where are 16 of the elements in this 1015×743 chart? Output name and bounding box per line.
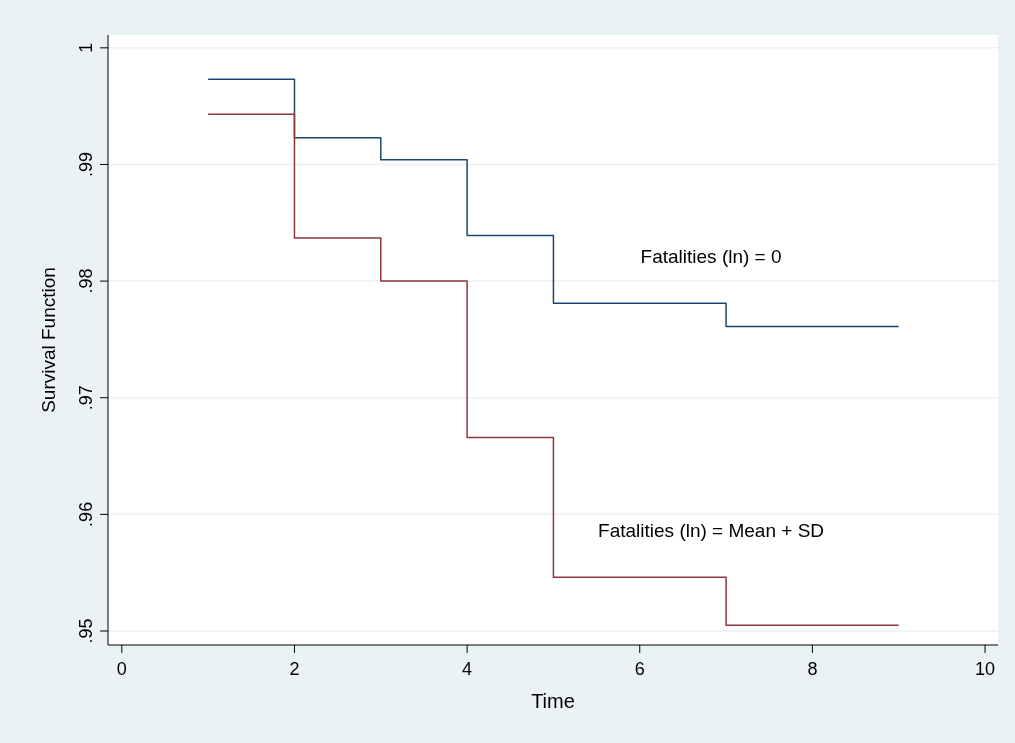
y-tick-label: .98 [76,268,96,294]
y-tick-label: .96 [76,501,96,527]
x-axis-title: Time [531,690,575,712]
y-tick-label: .95 [76,618,96,644]
y-tick-label: 1 [76,42,96,53]
x-tick-label: 10 [975,659,996,679]
x-tick-label: 0 [116,659,127,679]
x-tick-label: 2 [289,659,300,679]
y-axis-title: Survival Function [38,267,59,413]
series-label: Fatalities (ln) = Mean + SD [598,520,825,542]
y-tick-label: .97 [76,385,96,411]
x-tick-label: 6 [634,659,645,679]
x-tick-label: 8 [807,659,818,679]
series-label: Fatalities (ln) = 0 [640,246,782,268]
x-tick-label: 4 [462,659,473,679]
y-tick-label: .99 [76,151,96,177]
